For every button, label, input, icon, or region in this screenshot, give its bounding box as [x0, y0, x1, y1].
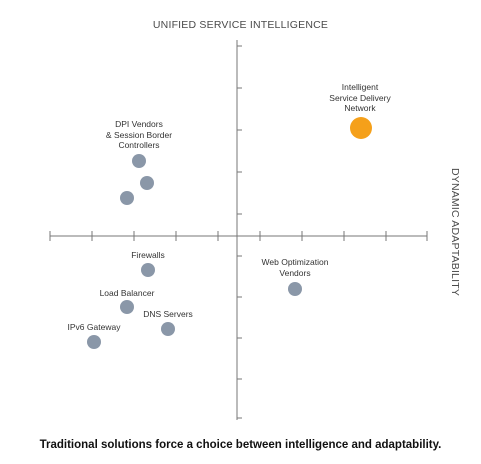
diagram-caption: Traditional solutions force a choice bet…: [39, 439, 442, 451]
dpi-vendors-point-2: [140, 176, 154, 190]
dns-servers-label: DNS Servers: [143, 309, 193, 319]
label-line: Vendors: [279, 267, 311, 278]
load-balancer-label: Load Balancer: [99, 288, 155, 298]
label-line: Web Optimization: [261, 257, 329, 267]
intelligent-sdn-label: Intelligent Service Delivery Network: [310, 82, 410, 114]
intelligent-sdn-point: [350, 117, 372, 139]
dpi-vendors-label: DPI Vendors & Session Border Controllers: [89, 119, 189, 151]
label-line: Controllers: [118, 140, 160, 150]
label-line: Network: [344, 103, 376, 113]
label-line: Service Delivery: [329, 92, 391, 103]
dpi-vendors-point-1: [132, 154, 146, 168]
firewalls-label: Firewalls: [131, 250, 165, 260]
data-points: [87, 117, 372, 349]
axes: [49, 40, 428, 420]
label-line: Intelligent: [341, 82, 379, 92]
web-optimization-label: Web Optimization Vendors: [245, 257, 345, 278]
load-balancer-point: [120, 300, 134, 314]
x-axis-label: DYNAMIC ADAPTABILITY: [449, 167, 461, 297]
y-axis-ticks: [237, 45, 242, 419]
ipv6-gateway-point: [87, 335, 101, 349]
y-axis-label: UNIFIED SERVICE INTELLIGENCE: [152, 19, 329, 31]
x-axis-ticks: [49, 231, 428, 241]
dns-servers-point: [161, 322, 175, 336]
dpi-vendors-point-3: [120, 191, 134, 205]
ipv6-gateway-label: IPv6 Gateway: [67, 322, 121, 332]
firewalls-point: [141, 263, 155, 277]
label-line: DPI Vendors: [115, 119, 163, 129]
label-line: & Session Border: [105, 129, 173, 140]
web-optimization-point: [288, 282, 302, 296]
